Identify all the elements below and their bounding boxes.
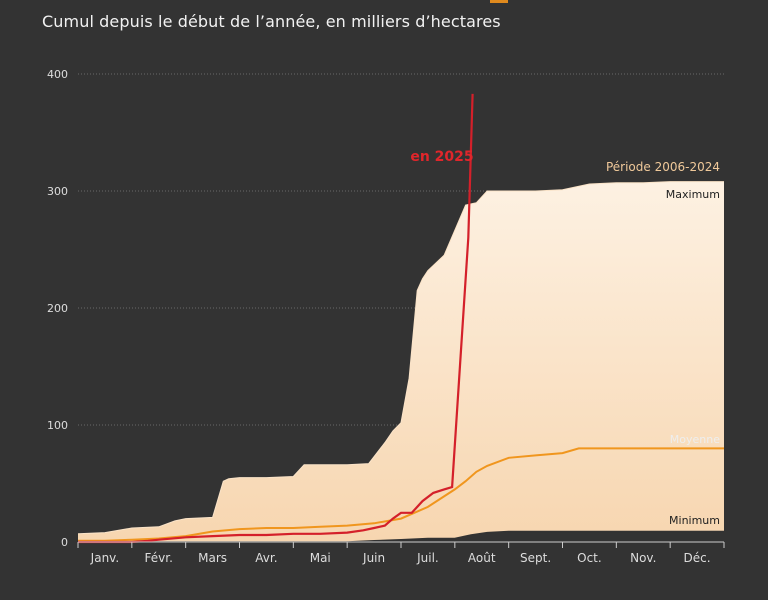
x-tick-label: Sept.: [520, 551, 551, 565]
min-max-band: [78, 181, 724, 542]
x-tick-label: Oct.: [577, 551, 602, 565]
period-label: Période 2006-2024: [606, 160, 720, 174]
y-tick-label: 400: [47, 68, 68, 81]
x-tick-label: Janv.: [90, 551, 119, 565]
year-2025-label: en 2025: [410, 149, 473, 165]
minimum-label: Minimum: [669, 514, 720, 527]
x-tick-label: Mars: [198, 551, 227, 565]
maximum-label: Maximum: [666, 188, 720, 201]
chart-subtitle: Cumul depuis le début de l’année, en mil…: [42, 12, 501, 31]
y-tick-label: 0: [61, 536, 68, 549]
x-tick-label: Juil.: [416, 551, 439, 565]
x-tick-label: Avr.: [255, 551, 277, 565]
x-tick-label: Févr.: [145, 551, 173, 565]
x-tick-label: Nov.: [630, 551, 656, 565]
year-2025-series-line: [78, 93, 474, 544]
average-series-line: [78, 447, 724, 542]
y-tick-label: 300: [47, 185, 68, 198]
x-tick-label: Mai: [310, 551, 331, 565]
x-tick-label: Déc.: [684, 551, 711, 565]
moyenne-label: Moyenne: [670, 433, 720, 446]
y-tick-label: 200: [47, 302, 68, 315]
maximum-series-line: [77, 181, 724, 535]
x-axis: Janv. Févr. Mars Avr. Mai Juin Juil. Août Sept. O…: [77, 541, 725, 565]
x-tick-label: Juin: [362, 551, 385, 565]
y-axis-ticks: 0 100 200 300 400: [47, 68, 68, 549]
y-tick-label: 100: [47, 419, 68, 432]
x-tick-label: Août: [468, 551, 496, 565]
title-accent-bar: [490, 0, 508, 3]
